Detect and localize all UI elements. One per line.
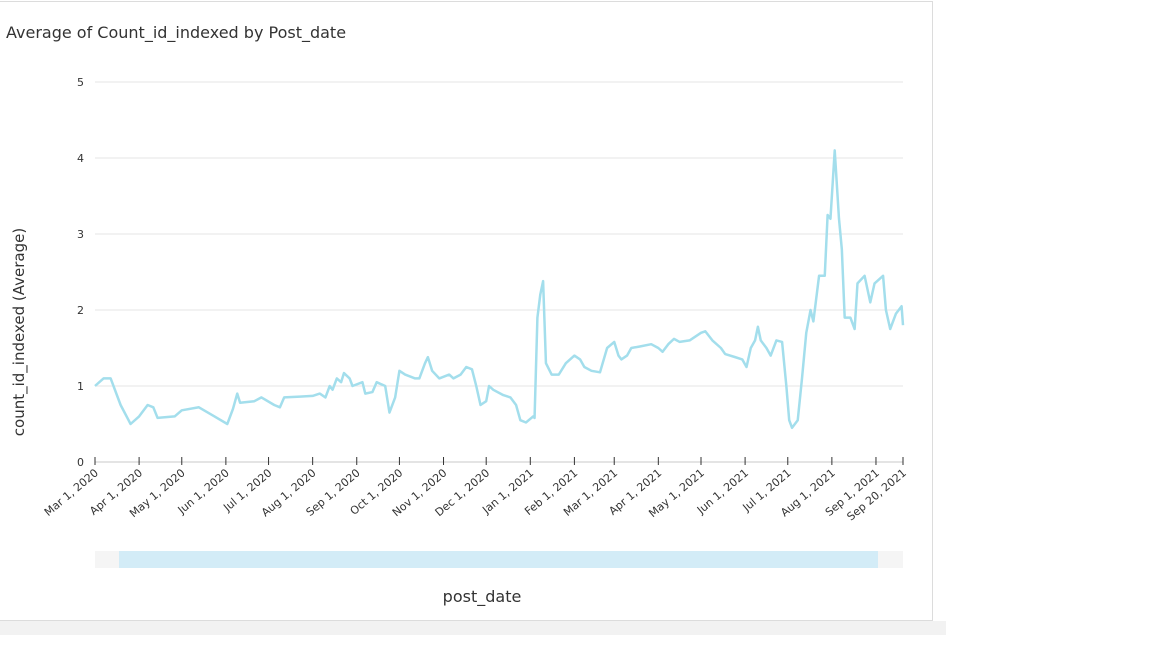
- y-tick-label: 1: [77, 380, 84, 393]
- y-tick-label: 5: [77, 76, 84, 89]
- scrollbar-thumb[interactable]: [119, 551, 878, 568]
- x-axis-label: post_date: [443, 587, 522, 607]
- page-footer-strip: [0, 621, 946, 635]
- y-axis-label: count_id_indexed (Average): [10, 228, 29, 436]
- chart-panel: [0, 1, 933, 621]
- y-tick-label: 4: [77, 152, 84, 165]
- y-tick-label: 0: [77, 456, 84, 469]
- chart: Average of Count_id_indexed by Post_date…: [6, 23, 909, 607]
- y-tick-label: 3: [77, 228, 84, 241]
- data-line: [94, 149, 905, 430]
- chart-title: Average of Count_id_indexed by Post_date: [6, 23, 346, 43]
- y-tick-label: 2: [77, 304, 84, 317]
